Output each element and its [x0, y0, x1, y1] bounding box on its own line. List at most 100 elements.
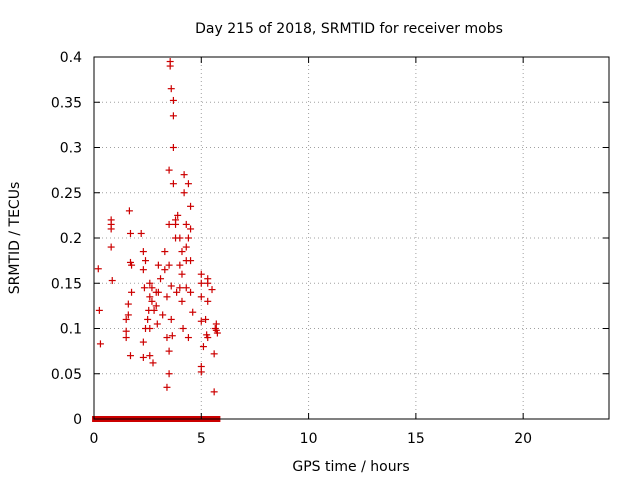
- data-point: [199, 343, 207, 351]
- data-point: [176, 234, 184, 242]
- data-point: [148, 297, 156, 305]
- data-point: [163, 293, 171, 301]
- data-point: [154, 288, 162, 296]
- data-point: [178, 297, 186, 305]
- data-point: [163, 334, 171, 342]
- data-point: [184, 334, 192, 342]
- data-point: [204, 297, 212, 305]
- data-point: [169, 180, 177, 188]
- y-tick-label: 0.4: [60, 50, 82, 66]
- data-point: [126, 229, 134, 237]
- data-point: [173, 288, 181, 296]
- data-point: [128, 261, 136, 269]
- data-point: [187, 257, 195, 265]
- y-axis-label: SRMTID / TECUs: [7, 182, 23, 295]
- data-point: [165, 370, 173, 378]
- data-point: [122, 315, 130, 323]
- data-point: [137, 229, 145, 237]
- data-point: [169, 112, 177, 120]
- data-point: [202, 315, 210, 323]
- data-point: [94, 265, 102, 273]
- grid-lines: [94, 57, 609, 419]
- data-point: [139, 266, 147, 274]
- data-point: [187, 225, 195, 233]
- data-point: [208, 286, 216, 294]
- data-point: [96, 340, 104, 348]
- data-point: [148, 284, 156, 292]
- data-point: [122, 334, 130, 342]
- data-point: [204, 334, 212, 342]
- data-point: [107, 225, 115, 233]
- x-tick-label: 20: [514, 431, 532, 447]
- data-point: [163, 383, 171, 391]
- data-point: [212, 320, 220, 328]
- data-point: [204, 279, 212, 287]
- data-point: [144, 315, 152, 323]
- y-tick-label: 0.25: [51, 186, 82, 202]
- data-point: [140, 284, 148, 292]
- data-point: [184, 180, 192, 188]
- data-point: [167, 85, 175, 93]
- data-point: [146, 279, 154, 287]
- data-point: [165, 347, 173, 355]
- data-point: [161, 248, 169, 256]
- y-tick-label: 0.2: [60, 231, 82, 247]
- data-point: [153, 320, 161, 328]
- data-point: [197, 368, 205, 376]
- data-point: [210, 388, 218, 396]
- y-tick-label: 0.1: [60, 322, 82, 338]
- data-point: [139, 353, 147, 361]
- data-point: [180, 171, 188, 179]
- y-tick-label: 0.35: [51, 95, 82, 111]
- data-point: [107, 243, 115, 251]
- data-point: [197, 270, 205, 278]
- data-point: [169, 144, 177, 151]
- data-point: [146, 352, 154, 360]
- data-point: [182, 243, 190, 251]
- data-point: [169, 96, 177, 104]
- data-point: [154, 261, 162, 269]
- x-tick-label: 15: [407, 431, 425, 447]
- data-point: [187, 202, 195, 210]
- data-point: [178, 270, 186, 278]
- data-point: [184, 234, 192, 242]
- data-point: [142, 257, 149, 265]
- data-point: [197, 317, 205, 325]
- data-point: [124, 311, 132, 319]
- data-point: [197, 279, 205, 287]
- data-point: [149, 359, 157, 367]
- chart-title: Day 215 of 2018, SRMTID for receiver mob…: [195, 21, 503, 37]
- data-point: [182, 284, 190, 292]
- data-point: [159, 311, 167, 319]
- data-point: [95, 306, 103, 314]
- data-point: [161, 266, 169, 274]
- data-point: [174, 211, 182, 219]
- data-point: [124, 300, 132, 308]
- data-point: [128, 288, 136, 296]
- data-point: [166, 62, 174, 70]
- data-point: [150, 306, 158, 314]
- axis-ticks: [93, 56, 609, 420]
- x-tick-label: 5: [197, 431, 206, 447]
- data-point: [125, 207, 133, 215]
- data-point: [126, 352, 134, 360]
- data-point: [180, 189, 188, 197]
- data-point: [179, 325, 187, 332]
- data-point: [122, 327, 130, 335]
- data-point: [152, 302, 160, 310]
- data-point: [108, 277, 116, 285]
- data-point: [176, 261, 184, 269]
- data-point: [167, 282, 175, 290]
- data-point: [210, 350, 218, 358]
- x-tick-label: 0: [90, 431, 99, 447]
- y-tick-label: 0.05: [51, 367, 82, 383]
- data-point: [165, 261, 173, 269]
- data-point: [197, 293, 205, 301]
- y-tick-label: 0.15: [51, 276, 82, 292]
- data-point: [139, 248, 147, 256]
- data-point: [146, 325, 154, 332]
- data-point: [167, 315, 175, 323]
- data-point: [165, 166, 173, 174]
